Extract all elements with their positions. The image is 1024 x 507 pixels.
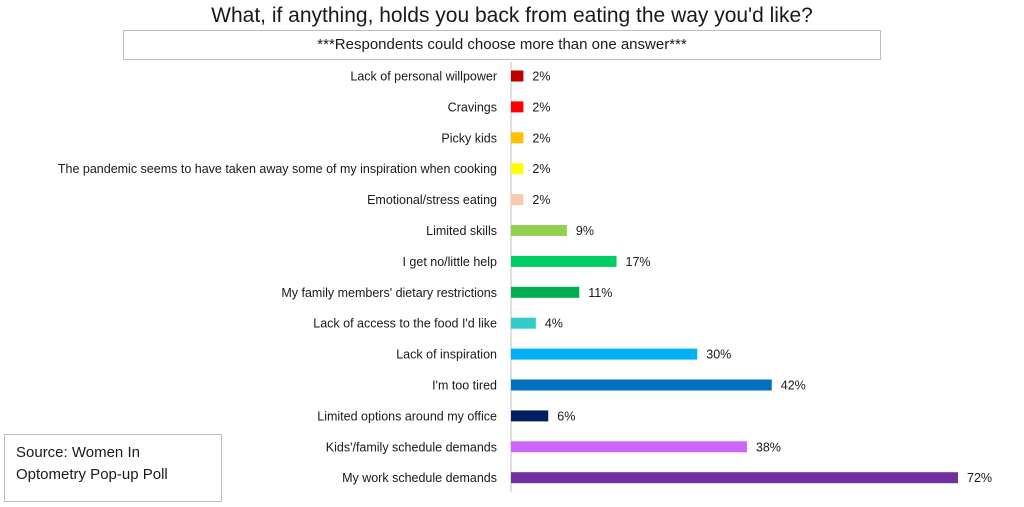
- bar: [511, 255, 617, 267]
- bar: [511, 70, 524, 82]
- bar: [511, 194, 524, 206]
- category-label: Picky kids: [441, 131, 497, 145]
- bar: [511, 101, 524, 113]
- data-label: 6%: [557, 409, 575, 423]
- category-label: My family members' dietary restrictions: [281, 286, 497, 300]
- bar: [511, 163, 524, 175]
- bars-group: Lack of personal willpower 2% Cravings 2% Pi…: [58, 70, 992, 486]
- bar: [511, 225, 567, 236]
- category-label: Kids'/family schedule demands: [326, 440, 497, 454]
- chart-title: What, if anything, holds you back from e…: [211, 4, 813, 27]
- category-label: I'm too tired: [432, 379, 497, 393]
- data-label: 2%: [532, 193, 550, 207]
- data-label: 2%: [532, 131, 550, 145]
- category-label: Limited skills: [426, 224, 497, 238]
- bar: [511, 132, 524, 144]
- category-label: I get no/little help: [402, 255, 497, 269]
- data-label: 11%: [588, 286, 612, 300]
- category-label: Emotional/stress eating: [367, 193, 497, 207]
- bar: [511, 379, 772, 391]
- source-note: Source: Women In Optometry Pop-up Poll: [4, 434, 222, 502]
- bar: [511, 441, 747, 453]
- category-label: Cravings: [448, 100, 497, 114]
- category-label: My work schedule demands: [342, 471, 497, 485]
- bar: [511, 410, 549, 422]
- bar: [511, 348, 698, 360]
- data-label: 30%: [706, 348, 731, 362]
- bar: [511, 286, 580, 298]
- data-label: 38%: [756, 440, 781, 454]
- data-label: 42%: [781, 379, 806, 393]
- data-label: 72%: [967, 471, 992, 485]
- data-label: 2%: [532, 162, 550, 176]
- data-label: 9%: [576, 224, 594, 238]
- bar: [511, 472, 958, 484]
- category-label: Lack of access to the food I'd like: [313, 317, 497, 331]
- chart-subtitle: ***Respondents could choose more than on…: [123, 30, 881, 60]
- data-label: 2%: [532, 70, 550, 84]
- category-label: Limited options around my office: [317, 409, 497, 423]
- data-label: 2%: [532, 100, 550, 114]
- data-label: 17%: [626, 255, 651, 269]
- category-label: Lack of inspiration: [396, 348, 497, 362]
- bar: [511, 317, 536, 329]
- data-label: 4%: [545, 317, 563, 331]
- category-label: The pandemic seems to have taken away so…: [58, 162, 497, 176]
- category-label: Lack of personal willpower: [350, 70, 497, 84]
